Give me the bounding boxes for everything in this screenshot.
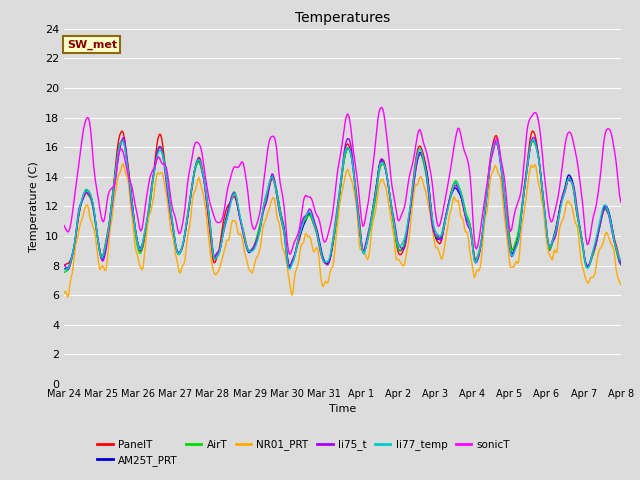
sonicT <box>568 133 576 139</box>
AirT <box>118 138 126 144</box>
AirT <box>617 262 625 267</box>
PanelT <box>568 180 576 186</box>
AirT <box>296 231 304 237</box>
sonicT <box>234 165 241 170</box>
li77_temp <box>567 178 575 183</box>
NR01_PRT <box>236 231 243 237</box>
li75_t <box>63 266 71 272</box>
AM25T_PRT <box>567 174 575 180</box>
X-axis label: Time: Time <box>329 405 356 414</box>
sonicT <box>472 245 479 251</box>
li75_t <box>401 245 408 251</box>
NR01_PRT <box>617 282 625 288</box>
li75_t <box>120 134 127 140</box>
AM25T_PRT <box>234 206 242 212</box>
PanelT <box>234 208 242 214</box>
Title: Temperatures: Temperatures <box>295 11 390 25</box>
Y-axis label: Temperature (C): Temperature (C) <box>29 161 39 252</box>
AM25T_PRT <box>118 138 126 144</box>
Line: AM25T_PRT: AM25T_PRT <box>64 141 621 269</box>
li75_t <box>374 173 381 179</box>
NR01_PRT <box>401 262 408 267</box>
li75_t <box>298 223 305 228</box>
PanelT <box>374 172 381 178</box>
li77_temp <box>399 240 406 246</box>
sonicT <box>285 252 293 257</box>
PanelT <box>118 128 126 134</box>
li77_temp <box>529 137 536 143</box>
sonicT <box>401 204 408 209</box>
Line: li77_temp: li77_temp <box>64 140 621 270</box>
li77_temp <box>60 267 68 273</box>
AirT <box>470 255 478 261</box>
AM25T_PRT <box>373 181 381 187</box>
AM25T_PRT <box>60 266 68 272</box>
Line: AirT: AirT <box>64 141 621 273</box>
li77_temp <box>295 235 303 240</box>
li75_t <box>568 179 576 185</box>
PanelT <box>285 264 293 270</box>
AM25T_PRT <box>399 244 407 250</box>
NR01_PRT <box>374 191 381 197</box>
PanelT <box>298 229 305 235</box>
Line: PanelT: PanelT <box>64 131 621 267</box>
li75_t <box>472 260 479 265</box>
li75_t <box>236 214 243 219</box>
Line: li75_t: li75_t <box>64 137 621 269</box>
PanelT <box>617 259 625 264</box>
AirT <box>567 178 575 184</box>
sonicT <box>60 223 68 228</box>
NR01_PRT <box>60 290 68 296</box>
li77_temp <box>234 198 241 204</box>
AM25T_PRT <box>296 233 304 239</box>
NR01_PRT <box>568 204 576 210</box>
AM25T_PRT <box>617 262 625 267</box>
Line: NR01_PRT: NR01_PRT <box>64 164 621 297</box>
li77_temp <box>469 250 477 255</box>
AirT <box>60 270 68 276</box>
PanelT <box>472 257 479 263</box>
NR01_PRT <box>472 272 479 278</box>
sonicT <box>617 199 625 205</box>
AirT <box>373 188 381 194</box>
AirT <box>234 206 242 212</box>
NR01_PRT <box>63 294 71 300</box>
li75_t <box>60 262 68 268</box>
sonicT <box>373 127 381 133</box>
PanelT <box>60 263 68 269</box>
li75_t <box>617 261 625 267</box>
PanelT <box>401 242 408 248</box>
AM25T_PRT <box>470 257 478 263</box>
Line: sonicT: sonicT <box>64 108 621 254</box>
sonicT <box>296 222 304 228</box>
NR01_PRT <box>298 242 305 248</box>
AirT <box>399 243 407 249</box>
NR01_PRT <box>120 161 127 167</box>
Text: SW_met: SW_met <box>67 39 117 50</box>
li77_temp <box>617 258 625 264</box>
li77_temp <box>372 191 380 197</box>
Legend: PanelT, AM25T_PRT, AirT, NR01_PRT, li75_t, li77_temp, sonicT: PanelT, AM25T_PRT, AirT, NR01_PRT, li75_… <box>93 435 514 470</box>
sonicT <box>378 105 385 110</box>
